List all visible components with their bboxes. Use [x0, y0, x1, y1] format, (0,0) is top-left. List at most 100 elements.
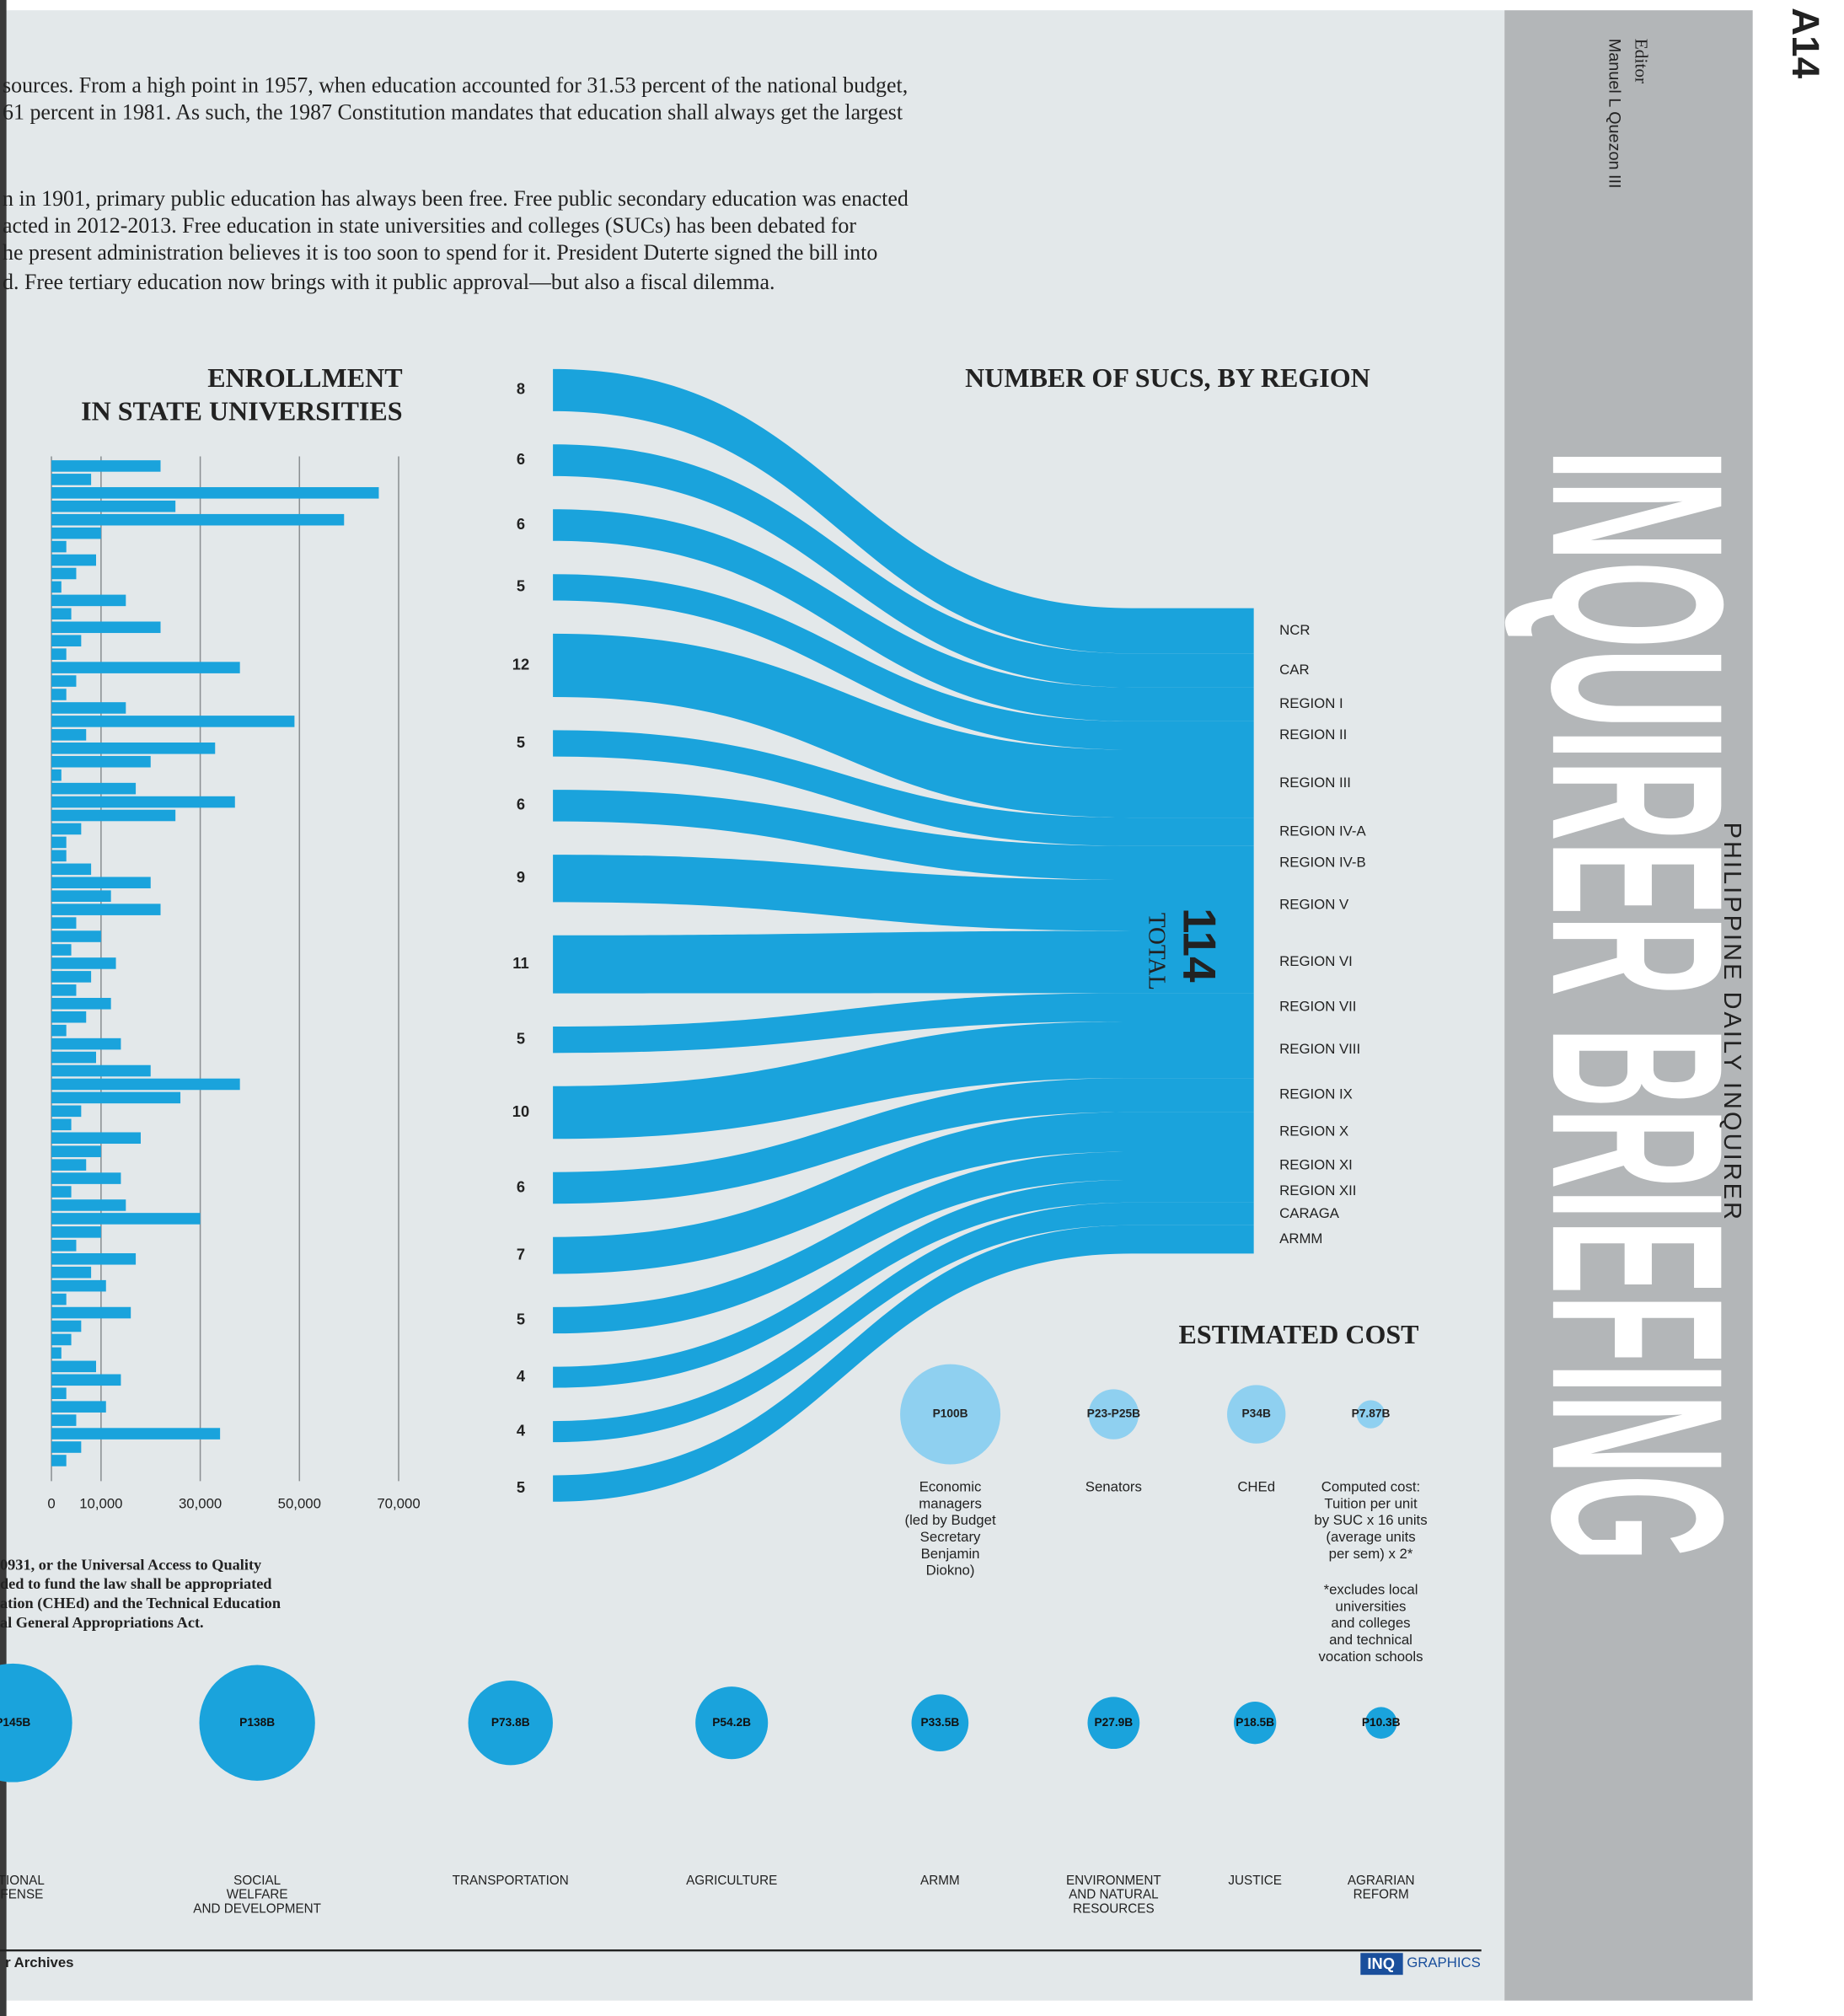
- bar: [51, 608, 72, 620]
- bar: [51, 755, 151, 768]
- category-label: managers: [919, 1495, 982, 1511]
- bar: [51, 460, 161, 472]
- bar: [51, 675, 77, 687]
- bar: [51, 662, 240, 673]
- region-label: ARMM: [1279, 1231, 1322, 1247]
- bar: [51, 1105, 82, 1118]
- bar: [51, 1347, 62, 1359]
- category-label: Senators: [1085, 1478, 1142, 1494]
- note-line: *excludes local: [1324, 1581, 1418, 1597]
- bar: [51, 1145, 101, 1157]
- bar: [51, 997, 111, 1010]
- bar: [51, 1428, 221, 1440]
- bar: [51, 1320, 82, 1332]
- category-label: DEFENSE: [0, 1888, 43, 1902]
- value-label: 12: [512, 655, 529, 673]
- bubble-label: P145B: [0, 1716, 30, 1729]
- category-label: (led by Budget: [904, 1512, 995, 1528]
- masthead-title: INQUIRER BRIEFING: [1501, 449, 1773, 1562]
- x-tick-label: 0: [47, 1495, 55, 1511]
- bar: [51, 850, 67, 862]
- article-line: n in 1901, primary public education has …: [3, 186, 909, 211]
- bar: [51, 1091, 181, 1104]
- bar: [51, 890, 111, 902]
- region-label: REGION XI: [1279, 1157, 1353, 1173]
- chart-title: NUMBER OF SUCS, BY REGION: [965, 362, 1370, 393]
- value-label: 5: [517, 1478, 525, 1496]
- flow-band: [553, 790, 1254, 881]
- bar: [51, 769, 62, 781]
- flow-band: [553, 1225, 1254, 1502]
- bar: [51, 581, 62, 593]
- value-label: 4: [517, 1421, 526, 1439]
- bar: [51, 1306, 131, 1319]
- bar: [51, 1401, 106, 1413]
- bar: [51, 971, 92, 983]
- brand-box: [1360, 1953, 1403, 1976]
- region-label: REGION VI: [1279, 953, 1353, 969]
- note-line: al General Appropriations Act.: [0, 1614, 204, 1631]
- brand-suffix: GRAPHICS: [1407, 1954, 1481, 1970]
- region-label: NCR: [1279, 622, 1310, 638]
- flow-band: [553, 574, 1254, 750]
- bar: [51, 1159, 87, 1171]
- region-label: REGION VIII: [1279, 1041, 1360, 1057]
- bar: [51, 729, 87, 741]
- flow-band: [553, 633, 1254, 818]
- bar: [51, 957, 116, 969]
- bar: [51, 648, 67, 660]
- category-label: NATIONAL: [0, 1874, 45, 1888]
- editor-label: Editor: [1631, 39, 1651, 83]
- value-label: 5: [517, 733, 525, 751]
- bar: [51, 796, 235, 808]
- category-label: Computed cost:: [1321, 1478, 1420, 1494]
- bar: [51, 877, 151, 889]
- bubble-label: P7.87B: [1352, 1407, 1391, 1420]
- sidebar: [1504, 10, 1753, 2001]
- bar: [51, 1441, 82, 1453]
- flow-band: [553, 1180, 1254, 1388]
- bar: [51, 823, 82, 835]
- bubble: [199, 1665, 315, 1781]
- bar: [51, 782, 137, 795]
- category-label: AND DEVELOPMENT: [193, 1901, 321, 1916]
- value-label: 6: [517, 1177, 525, 1195]
- bar: [51, 635, 82, 646]
- brand: INQ: [1367, 1954, 1395, 1972]
- bubble-label: P54.2B: [712, 1716, 751, 1729]
- bar: [51, 903, 161, 915]
- flow-band: [553, 930, 1254, 994]
- bar: [51, 1172, 121, 1184]
- category-label: ARMM: [920, 1874, 960, 1888]
- footer-source: r Archives: [5, 1954, 73, 1970]
- bubble: [900, 1364, 1001, 1465]
- category-label: (average units: [1326, 1529, 1415, 1545]
- bar: [51, 984, 77, 996]
- bar: [51, 1051, 96, 1064]
- category-label: Diokno): [926, 1563, 975, 1579]
- bar: [51, 1213, 201, 1225]
- flow-band: [553, 1021, 1254, 1139]
- bubble-label: P100B: [933, 1407, 968, 1420]
- bar: [51, 1387, 67, 1400]
- region-label: CAR: [1279, 662, 1309, 678]
- category-label: AGRICULTURE: [686, 1874, 777, 1888]
- bar: [51, 716, 295, 727]
- bar: [51, 1240, 77, 1252]
- bubble: [1227, 1385, 1286, 1444]
- value-label: 9: [517, 868, 525, 886]
- bar: [51, 743, 216, 754]
- value-label: 4: [517, 1367, 526, 1385]
- category-label: AND NATURAL: [1069, 1888, 1158, 1902]
- bar: [51, 527, 101, 539]
- bar: [51, 1037, 121, 1050]
- category-label: TRANSPORTATION: [453, 1874, 569, 1888]
- bar: [51, 836, 67, 849]
- bubble: [1356, 1400, 1386, 1429]
- value-label: 5: [517, 1310, 525, 1327]
- article-line: he present administration believes it is…: [3, 240, 877, 265]
- x-tick-label: 30,000: [179, 1495, 222, 1511]
- bubble-label: P27.9B: [1094, 1716, 1133, 1729]
- bar: [51, 1226, 101, 1238]
- category-label: CHEd: [1237, 1478, 1275, 1494]
